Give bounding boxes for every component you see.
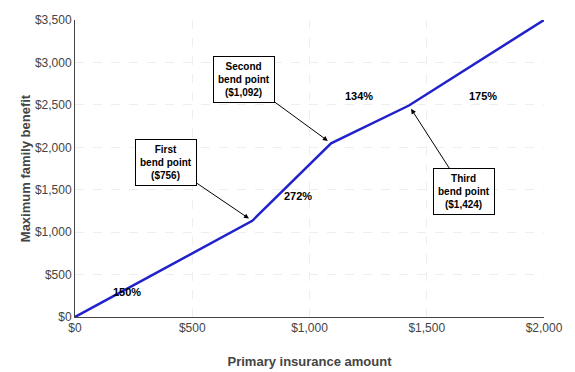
svg-text:$500: $500 xyxy=(179,321,206,335)
svg-text:$0: $0 xyxy=(58,310,72,324)
svg-text:$2,000: $2,000 xyxy=(35,141,72,155)
svg-text:$2,000: $2,000 xyxy=(526,321,563,335)
svg-text:$1,000: $1,000 xyxy=(35,225,72,239)
svg-text:$3,000: $3,000 xyxy=(35,56,72,70)
svg-text:150%: 150% xyxy=(113,286,141,298)
svg-text:$3,500: $3,500 xyxy=(35,13,72,27)
svg-text:Maximum family benefit: Maximum family benefit xyxy=(18,94,33,242)
svg-text:$0: $0 xyxy=(68,321,82,335)
svg-text:134%: 134% xyxy=(345,90,373,102)
svg-text:175%: 175% xyxy=(469,90,497,102)
svg-text:Thirdbend point($1,424): Thirdbend point($1,424) xyxy=(438,173,490,210)
svg-text:$1,000: $1,000 xyxy=(291,321,328,335)
svg-text:272%: 272% xyxy=(284,190,312,202)
svg-text:$2,500: $2,500 xyxy=(35,98,72,112)
svg-text:Firstbend point($756): Firstbend point($756) xyxy=(140,144,192,181)
svg-text:Secondbend point($1,092): Secondbend point($1,092) xyxy=(218,61,270,98)
svg-text:Primary insurance amount: Primary insurance amount xyxy=(228,354,393,369)
svg-text:$1,500: $1,500 xyxy=(35,183,72,197)
svg-text:$500: $500 xyxy=(45,268,72,282)
svg-text:$1,500: $1,500 xyxy=(408,321,445,335)
